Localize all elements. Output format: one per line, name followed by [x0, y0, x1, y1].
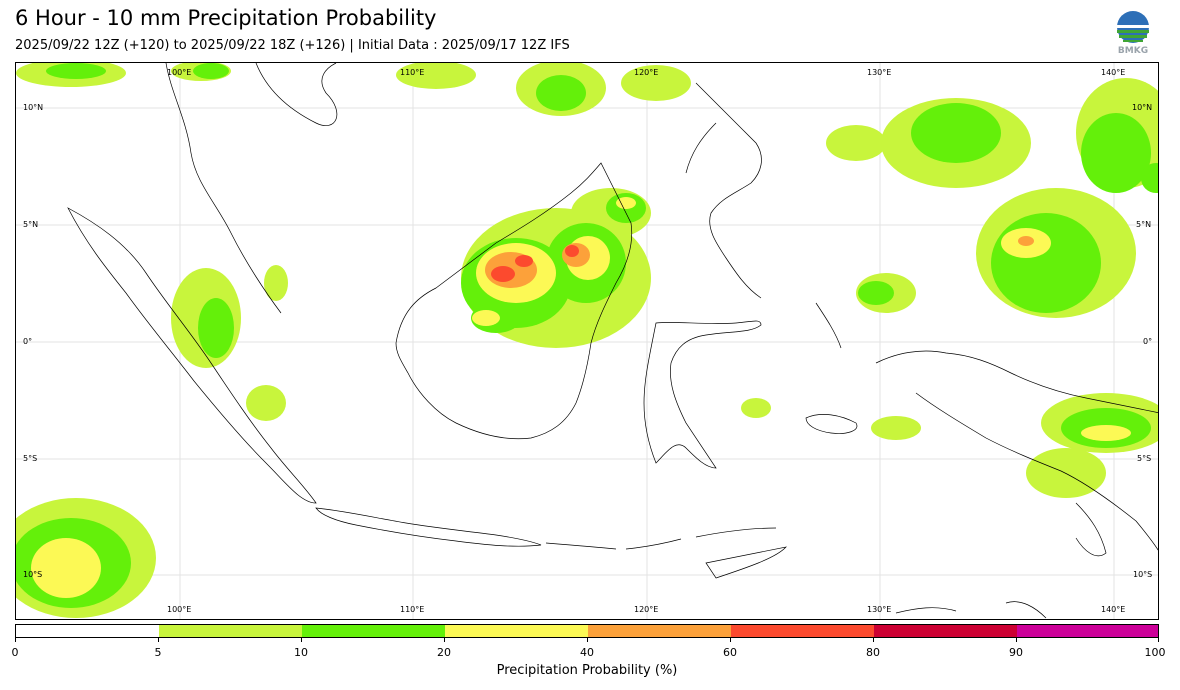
- colorbar-tick-mark: [158, 638, 159, 642]
- lon-label-bottom: 120°E: [634, 605, 659, 614]
- bmkg-globe-logo-icon: BMKG: [1117, 11, 1149, 56]
- colorbar-label: Precipitation Probability (%): [496, 663, 678, 678]
- lon-label-top: 140°E: [1101, 68, 1126, 77]
- colorbar-tick-mark: [873, 638, 874, 642]
- colorbar-tick-label: 90: [1009, 646, 1023, 659]
- coast-borneo: [395, 162, 633, 440]
- lon-label-bottom: 110°E: [400, 605, 425, 614]
- map-title: 6 Hour - 10 mm Precipitation Probability: [15, 6, 437, 30]
- bmkg-logo: BMKG: [1114, 10, 1152, 56]
- coast-new-guinea: [875, 350, 1158, 557]
- colorbar-tick-mark: [1158, 638, 1159, 642]
- colorbar-segment: [874, 625, 1017, 637]
- colorbar-segment: [302, 625, 445, 637]
- coast-australia-north: [895, 601, 1047, 619]
- lon-label-bottom: 130°E: [867, 605, 892, 614]
- colorbar-tick-mark: [301, 638, 302, 642]
- map-subtitle: 2025/09/22 12Z (+120) to 2025/09/22 18Z …: [15, 38, 570, 53]
- lat-label-left: 5°S: [23, 454, 38, 463]
- lat-label-left: 0°: [23, 337, 33, 346]
- colorbar-tick-label: 60: [723, 646, 737, 659]
- colorbar-tick-label: 20: [437, 646, 451, 659]
- coast-java: [315, 507, 542, 547]
- lon-label-bottom: 140°E: [1101, 605, 1126, 614]
- lon-label-top: 120°E: [634, 68, 659, 77]
- lat-label-right: 5°S: [1137, 454, 1152, 463]
- colorbar-segment: [159, 625, 302, 637]
- lon-label-top: 130°E: [867, 68, 892, 77]
- lon-label-bottom: 100°E: [167, 605, 192, 614]
- colorbar-tick-label: 80: [866, 646, 880, 659]
- colorbar-tick-label: 40: [580, 646, 594, 659]
- lat-label-right: 0°: [1143, 337, 1153, 346]
- lon-label-top: 100°E: [167, 68, 192, 77]
- lat-label-right: 10°S: [1133, 570, 1153, 579]
- coast-philippines: [685, 82, 762, 299]
- precipitation-map[interactable]: 100°E 110°E 120°E 130°E 140°E 100°E 110°…: [15, 62, 1159, 620]
- lat-label-right: 10°N: [1132, 103, 1153, 112]
- colorbar-segment: [588, 625, 731, 637]
- colorbar: [15, 624, 1159, 638]
- lat-label-right: 5°N: [1136, 220, 1152, 229]
- coast-sumatra: [67, 207, 317, 504]
- colorbar-segment: [16, 625, 159, 637]
- lat-label-left: 10°S: [23, 570, 43, 579]
- map-canvas: [16, 63, 1158, 619]
- logo-text: BMKG: [1118, 46, 1148, 56]
- colorbar-tick-mark: [730, 638, 731, 642]
- colorbar-tick-mark: [15, 638, 16, 642]
- lat-label-left: 10°N: [23, 103, 44, 112]
- coast-indochina: [165, 63, 338, 314]
- lon-label-top: 110°E: [400, 68, 425, 77]
- colorbar-tick-mark: [444, 638, 445, 642]
- coast-maluku: [805, 302, 858, 434]
- colorbar-tick-mark: [587, 638, 588, 642]
- coast-sulawesi: [643, 320, 762, 469]
- colorbar-segment: [445, 625, 588, 637]
- colorbar-segment: [731, 625, 874, 637]
- colorbar-segment: [1017, 625, 1158, 637]
- coastlines: [67, 63, 1158, 619]
- lat-label-left: 5°N: [23, 220, 39, 229]
- colorbar-tick-label: 10: [294, 646, 308, 659]
- coast-lesser-sunda: [545, 527, 787, 579]
- colorbar-tick-label: 0: [11, 646, 19, 659]
- colorbar-tick-label: 5: [154, 646, 162, 659]
- colorbar-tick-label: 100: [1144, 646, 1166, 659]
- precip-60-80-areas: [491, 245, 579, 282]
- colorbar-tick-mark: [1016, 638, 1017, 642]
